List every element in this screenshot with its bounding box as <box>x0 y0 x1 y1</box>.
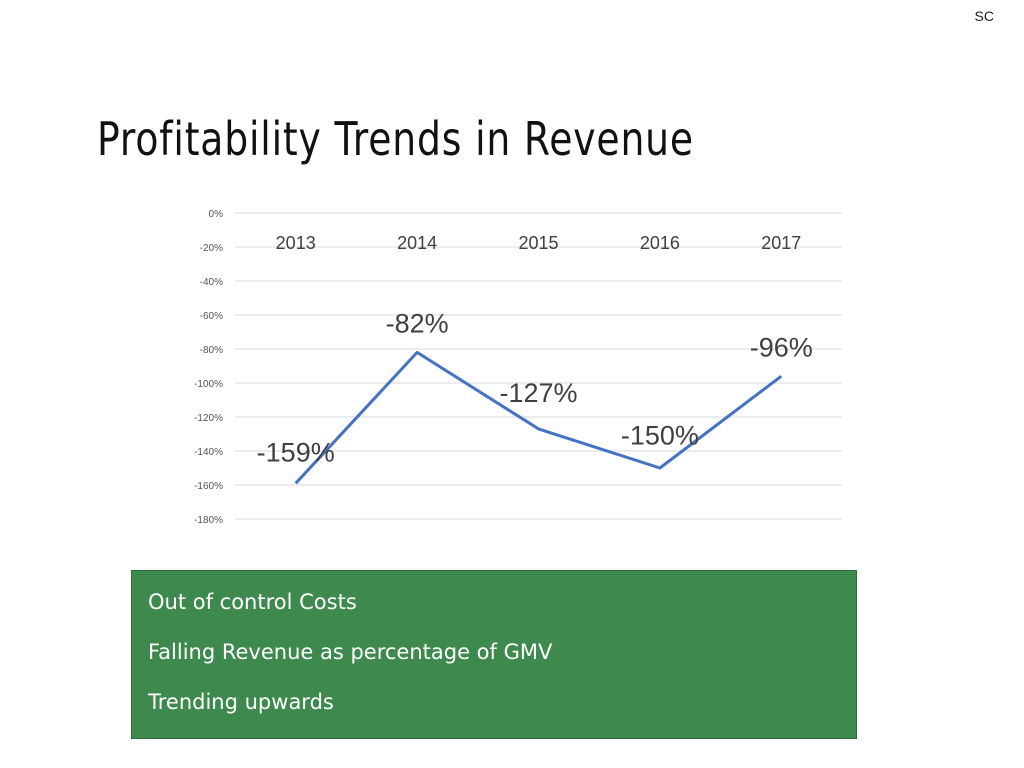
y-tick-label: -180% <box>194 515 223 526</box>
y-tick-label: -140% <box>194 447 223 458</box>
data-label: -96% <box>750 332 813 362</box>
y-tick-label: -80% <box>200 345 223 356</box>
corner-mark: SC <box>974 8 994 24</box>
gridlines <box>235 212 842 520</box>
category-label: 2016 <box>640 233 680 253</box>
notes-box: Out of control Costs Falling Revenue as … <box>131 570 857 739</box>
y-axis-ticks: 0% -20% -40% -60% -80% -100% -120% -140% -160% -1… <box>194 209 223 526</box>
page-title: Profitability Trends in Revenue <box>97 112 694 166</box>
note-item-falling-revenue: Falling Revenue as percentage of GMV <box>148 640 553 664</box>
category-label: 2014 <box>397 233 437 253</box>
y-tick-label: -60% <box>200 311 223 322</box>
data-labels: -159% -82% -127% -150% -96% <box>257 309 813 468</box>
category-label: 2013 <box>276 233 316 253</box>
y-tick-label: -20% <box>200 243 223 254</box>
data-label: -150% <box>621 421 699 451</box>
y-tick-label: 0% <box>209 209 224 220</box>
series-line <box>294 350 783 485</box>
y-tick-label: -120% <box>194 413 223 424</box>
series-layer <box>294 350 783 485</box>
y-tick-label: -40% <box>200 277 223 288</box>
y-tick-label: -160% <box>194 481 223 492</box>
category-label: 2015 <box>518 233 558 253</box>
note-item-costs: Out of control Costs <box>148 590 357 614</box>
category-label: 2017 <box>761 233 801 253</box>
note-item-trending: Trending upwards <box>148 690 334 714</box>
data-label: -127% <box>499 378 577 408</box>
y-tick-label: -100% <box>194 379 223 390</box>
category-labels: 2013 2014 2015 2016 2017 <box>276 233 802 253</box>
data-label: -159% <box>257 438 335 468</box>
data-label: -82% <box>386 309 449 339</box>
